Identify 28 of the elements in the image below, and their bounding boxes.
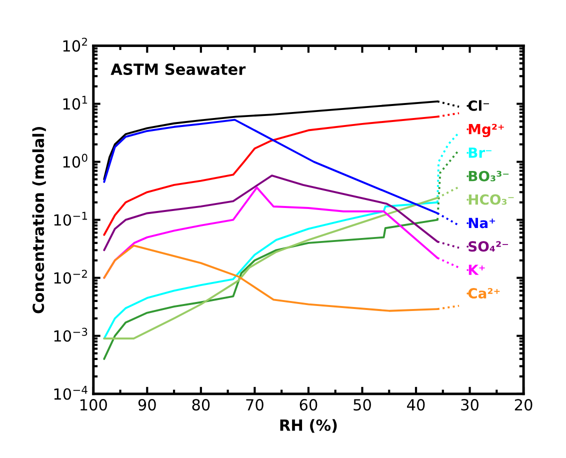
x-tick-label: 90 (138, 399, 156, 411)
y-tick-label: 10$^{0}$ (63, 154, 88, 168)
legend-label: HCO₃⁻ (468, 194, 514, 205)
legend-label: Mg²⁺ (468, 124, 504, 138)
x-tick-label: 40 (407, 399, 425, 411)
x-tick-label: 50 (354, 399, 371, 411)
legend-label: K⁺ (468, 264, 485, 275)
y-tick-label: 10$^{−4}$ (54, 386, 88, 400)
x-tick-label: 100 (80, 399, 107, 411)
legend-label: SO₄²⁻ (468, 241, 508, 252)
y-axis-title: Concentration (molal) (32, 126, 46, 314)
y-tick-label: 10$^{−2}$ (54, 270, 87, 284)
x-tick-label: 30 (461, 399, 478, 411)
legend-label: BO₃³⁻ (468, 170, 509, 182)
y-tick-label: 10$^{1}$ (63, 96, 88, 110)
x-tick-label: 80 (192, 399, 210, 411)
text: ASTM Seawater (110, 63, 246, 76)
legend-label: Na⁺ (468, 218, 496, 228)
y-tick-label: 10$^{−3}$ (54, 328, 88, 342)
x-tick-label: 60 (300, 399, 318, 411)
legend-label: Cl⁻ (468, 100, 489, 111)
legend-label: Ca²⁺ (468, 288, 500, 299)
x-tick-label: 20 (514, 399, 532, 411)
x-axis-title: RH (%) (280, 419, 337, 433)
x-tick-label: 70 (246, 399, 264, 411)
y-tick-label: 10$^{2}$ (63, 38, 87, 52)
y-tick-label: 10$^{−1}$ (54, 212, 87, 226)
legend-label: Br⁻ (468, 148, 492, 158)
